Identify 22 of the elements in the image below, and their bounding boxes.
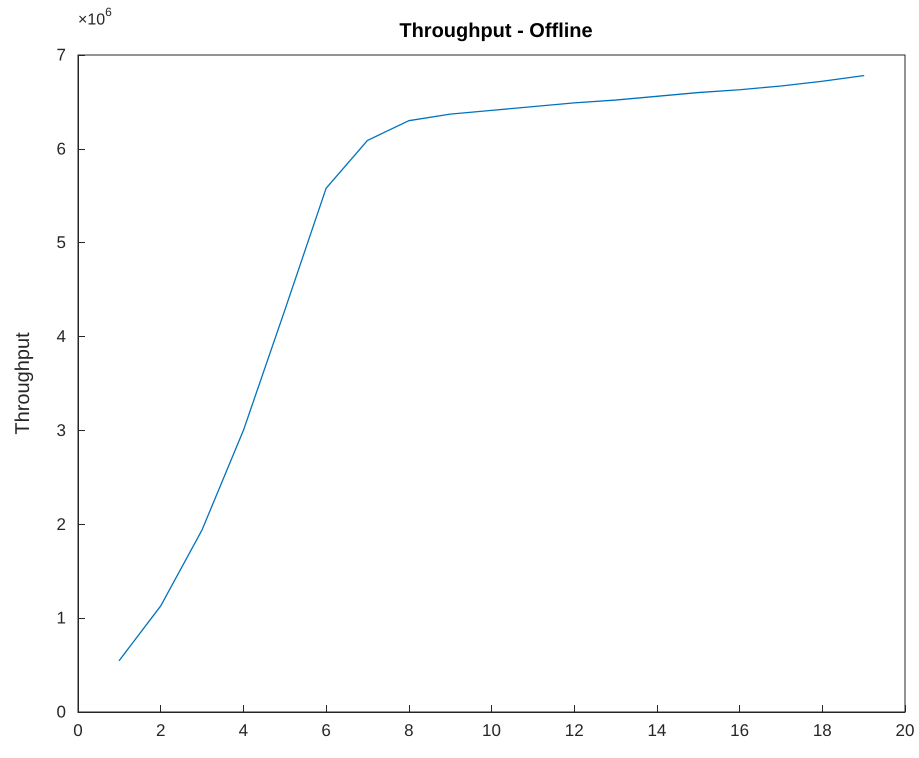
y-tick-label: 1 bbox=[56, 608, 66, 628]
y-tick-label: 2 bbox=[56, 514, 66, 534]
y-tick-label: 0 bbox=[56, 702, 66, 722]
x-tick-label: 18 bbox=[812, 721, 832, 740]
x-tick-label: 12 bbox=[564, 721, 584, 740]
chart-title: Throughput - Offline bbox=[399, 20, 593, 42]
y-tick-label: 5 bbox=[56, 233, 66, 252]
x-tick-label: 2 bbox=[156, 721, 166, 740]
x-tick-label: 8 bbox=[404, 721, 414, 740]
x-tick-label: 4 bbox=[238, 721, 248, 740]
y-axis-title: Throughput bbox=[12, 332, 34, 435]
x-tick-label: 6 bbox=[321, 721, 331, 740]
x-tick-label: 0 bbox=[73, 721, 83, 740]
x-tick-label: 16 bbox=[730, 721, 750, 740]
line-series bbox=[118, 75, 864, 662]
y-tick-label: 7 bbox=[56, 46, 66, 64]
y-tick-label: 4 bbox=[56, 327, 66, 346]
y-tick-label: 3 bbox=[56, 420, 66, 440]
y-tick-label: 6 bbox=[56, 139, 66, 158]
x-tick-label: 14 bbox=[647, 721, 666, 740]
x-tick-label: 20 bbox=[896, 721, 914, 740]
x-tick-label: 10 bbox=[482, 721, 501, 740]
